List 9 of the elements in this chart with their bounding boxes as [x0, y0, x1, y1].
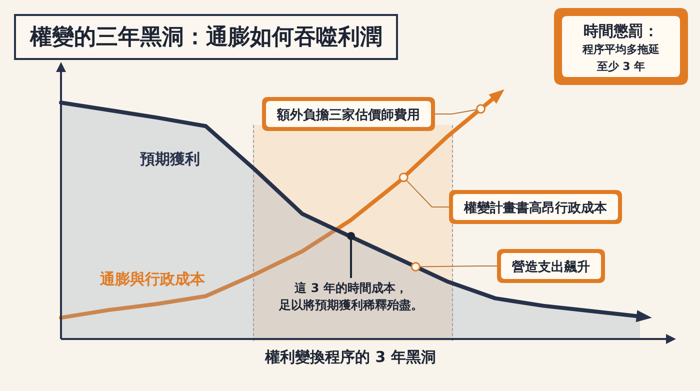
annotation: 這 3 年的時間成本，足以將預期獲利稀釋殆盡。 [278, 281, 423, 312]
annotation: 權變計畫書高昂行政成本 [463, 200, 608, 216]
x-axis-title: 權利變換程序的 3 年黑洞 [264, 348, 436, 366]
text: 時間懲罰：程序平均多拖延至少 3 年 [582, 22, 660, 73]
annotation: 營造支出飆升 [512, 259, 590, 275]
series-label: 預期獲利 [139, 150, 200, 168]
chart-title: 權變的三年黑洞：通膨如何吞噬利潤 [14, 14, 398, 60]
series-label: 通膨與行政成本 [99, 270, 206, 288]
annotation: 額外負擔三家估價師費用 [276, 107, 420, 123]
